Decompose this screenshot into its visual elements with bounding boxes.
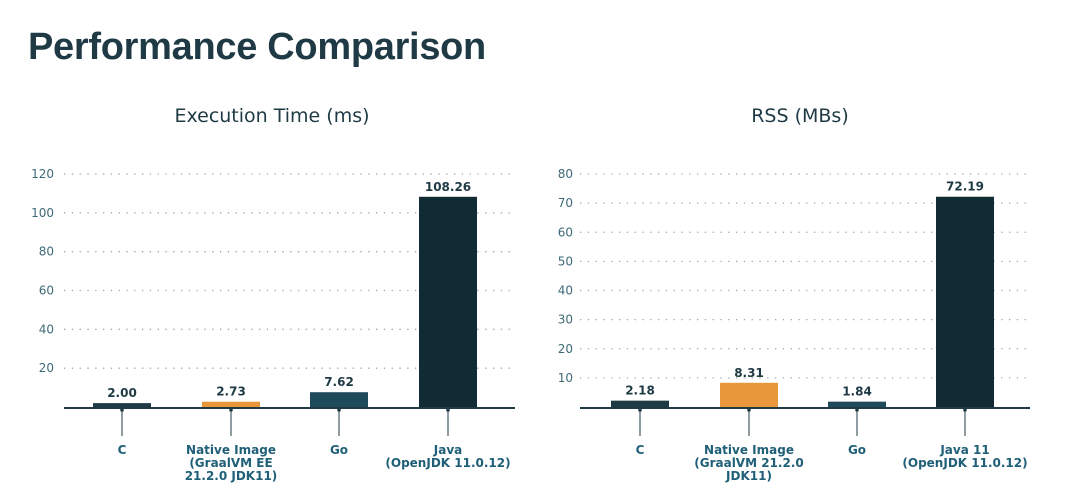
category-pointer-dot — [120, 408, 124, 412]
data-label: 8.31 — [734, 366, 764, 380]
x-tick-label: (GraalVM EE — [189, 456, 272, 470]
x-tick-label: JDK11) — [725, 469, 772, 483]
data-label: 2.73 — [216, 385, 246, 399]
page-title: Performance Comparison — [28, 26, 486, 68]
y-tick-label: 30 — [558, 313, 573, 327]
bar — [93, 403, 151, 407]
y-tick-label: 20 — [39, 361, 54, 375]
x-tick-label: Go — [848, 443, 866, 457]
data-label: 2.18 — [625, 384, 655, 398]
y-tick-label: 100 — [31, 206, 54, 220]
data-label: 7.62 — [324, 375, 354, 389]
data-label: 72.19 — [946, 180, 984, 194]
bar — [936, 196, 994, 407]
category-pointer-dot — [638, 408, 642, 412]
y-tick-label: 10 — [558, 371, 573, 385]
category-pointer-dot — [855, 408, 859, 412]
x-tick-label: (GraalVM 21.2.0 — [694, 456, 803, 470]
y-tick-label: 70 — [558, 196, 573, 210]
category-pointer-dot — [747, 408, 751, 412]
bar — [202, 401, 260, 407]
x-tick-label: Go — [330, 443, 348, 457]
rss-chart: RSS (MBs) 10 20 30 40 50 60 70 80 2.18 C 8.31 Native… — [558, 105, 1030, 483]
y-tick-label: 20 — [558, 342, 573, 356]
bar — [310, 392, 368, 407]
data-label: 1.84 — [842, 385, 872, 399]
x-tick-label: Java 11 — [939, 443, 989, 457]
category-pointer-dot — [337, 408, 341, 412]
chart-title: RSS (MBs) — [751, 105, 849, 127]
y-tick-label: 40 — [39, 322, 54, 336]
x-tick-label: (OpenJDK 11.0.12) — [385, 456, 510, 470]
x-tick-label: (OpenJDK 11.0.12) — [902, 456, 1027, 470]
bar — [611, 400, 669, 407]
y-tick-label: 50 — [558, 254, 573, 268]
bar — [419, 196, 477, 407]
data-label: 2.00 — [107, 386, 137, 400]
bar — [720, 382, 778, 407]
bar — [828, 401, 886, 407]
x-tick-label: C — [118, 443, 127, 457]
y-tick-label: 60 — [558, 225, 573, 239]
y-tick-label: 40 — [558, 284, 573, 298]
y-tick-label: 80 — [39, 245, 54, 259]
x-tick-label: Java — [433, 443, 462, 457]
x-tick-label: Native Image — [186, 443, 276, 457]
category-pointer-dot — [963, 408, 967, 412]
chart-title: Execution Time (ms) — [174, 105, 369, 127]
x-tick-label: Native Image — [704, 443, 794, 457]
x-tick-label: C — [636, 443, 645, 457]
data-label: 108.26 — [425, 180, 471, 194]
y-tick-label: 60 — [39, 284, 54, 298]
y-tick-label: 80 — [558, 167, 573, 181]
y-tick-label: 120 — [31, 167, 54, 181]
category-pointer-dot — [446, 408, 450, 412]
x-tick-label: 21.2.0 JDK11) — [185, 469, 278, 483]
category-pointer-dot — [229, 408, 233, 412]
execution-time-chart: Execution Time (ms) 20 40 60 80 100 120 2.00 C 2.… — [31, 105, 515, 483]
